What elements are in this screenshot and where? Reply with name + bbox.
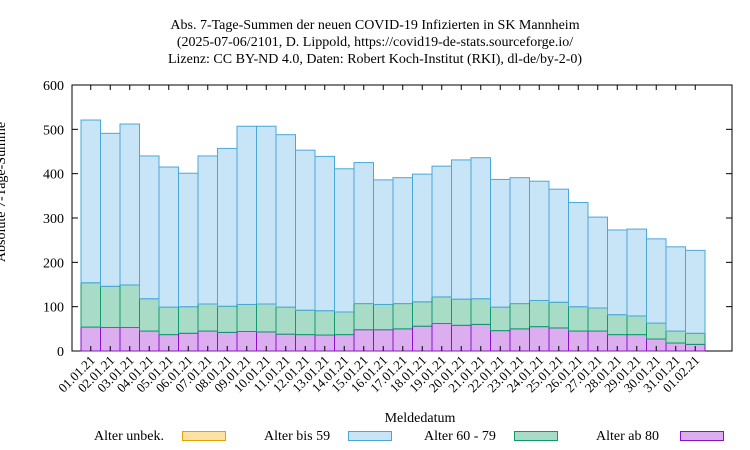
bar-60-79 — [607, 314, 628, 336]
bar-60-79 — [353, 303, 374, 331]
bar-bis59 — [529, 180, 550, 301]
bar-bis59 — [295, 149, 316, 311]
bar-bis59 — [373, 179, 394, 305]
bar-60-79 — [139, 298, 160, 332]
chart-subtitle-source: (2025-07-06/2101, D. Lippold, https://co… — [176, 35, 574, 50]
y-tick-label: 200 — [43, 256, 64, 271]
bar-bis59 — [470, 157, 491, 300]
bar-60-79 — [548, 301, 569, 329]
bar-60-79 — [470, 298, 491, 325]
bar-bis59 — [646, 238, 667, 324]
bar-60-79 — [665, 330, 686, 344]
bar-60-79 — [236, 303, 257, 332]
bar-60-79 — [509, 303, 530, 330]
bar-bis59 — [334, 168, 355, 313]
bar-60-79 — [451, 298, 472, 326]
bar-60-79 — [119, 284, 140, 329]
y-tick-label: 100 — [43, 301, 64, 316]
bar-60-79 — [334, 311, 355, 336]
bar-bis59 — [431, 165, 452, 298]
chart-subtitle-license: Lizenz: CC BY-ND 4.0, Daten: Robert Koch… — [167, 52, 583, 67]
legend-label-bis59: Alter bis 59 — [264, 429, 331, 444]
bar-bis59 — [100, 132, 121, 287]
bar-60-79 — [314, 310, 335, 336]
bar-bis59 — [236, 125, 257, 305]
y-tick-label: 500 — [43, 123, 64, 138]
y-tick-label: 600 — [43, 79, 64, 94]
bar-bis59 — [139, 155, 160, 300]
legend-label-unbek: Alter unbek. — [94, 429, 164, 444]
bar-60-79 — [295, 309, 316, 336]
y-tick-label: 0 — [57, 345, 64, 360]
bar-bis59 — [217, 147, 238, 307]
bar-bis59 — [685, 249, 706, 334]
bar-60-79 — [490, 306, 511, 332]
bar-bis59 — [314, 155, 335, 312]
bar-60-79 — [275, 306, 296, 335]
bar-bis59 — [197, 155, 218, 305]
bar-60-79 — [373, 303, 394, 331]
bar-60-79 — [158, 306, 179, 336]
bar-60-79 — [412, 301, 433, 327]
legend-swatch-ab80 — [680, 431, 724, 441]
bar-60-79 — [178, 306, 199, 334]
legend-swatch-bis59 — [348, 431, 392, 441]
bar-bis59 — [412, 173, 433, 303]
bar-bis59 — [275, 134, 296, 308]
bar-bis59 — [80, 119, 101, 284]
bar-60-79 — [431, 296, 452, 325]
bar-bis59 — [451, 159, 472, 300]
bar-bis59 — [392, 177, 413, 305]
x-axis-label: Meldedatum — [384, 411, 456, 426]
bar-bis59 — [178, 172, 199, 308]
bar-60-79 — [100, 285, 121, 329]
legend-label-ab80: Alter ab 80 — [596, 429, 659, 444]
bar-60-79 — [256, 303, 277, 333]
bar-bis59 — [158, 166, 179, 308]
bar-bis59 — [490, 178, 511, 308]
bar-bis59 — [626, 228, 647, 317]
bar-60-79 — [197, 303, 218, 332]
bar-60-79 — [217, 305, 238, 333]
legend-swatch-60-79 — [514, 431, 558, 441]
y-tick-label: 400 — [43, 168, 64, 183]
bar-bis59 — [665, 246, 686, 332]
bar-60-79 — [568, 306, 589, 332]
legend-swatch-unbek — [182, 431, 226, 441]
bar-bis59 — [256, 125, 277, 305]
bar-bis59 — [509, 177, 530, 305]
bar-bis59 — [353, 162, 374, 305]
chart-title: Abs. 7-Tage-Summen der neuen COVID-19 In… — [170, 18, 580, 33]
bar-bis59 — [548, 188, 569, 303]
y-axis-label: Absolute 7-Tage-Summe — [0, 121, 9, 263]
bar-bis59 — [119, 123, 140, 286]
bar-60-79 — [646, 322, 667, 340]
bar-60-79 — [392, 303, 413, 330]
bar-60-79 — [587, 307, 608, 332]
bar-bis59 — [587, 216, 608, 309]
y-tick-label: 300 — [43, 212, 64, 227]
bar-60-79 — [626, 315, 647, 336]
legend-label-60-79: Alter 60 - 79 — [424, 429, 496, 444]
bar-bis59 — [568, 201, 589, 308]
bar-60-79 — [529, 299, 550, 328]
bar-60-79 — [685, 332, 706, 345]
bar-bis59 — [607, 229, 628, 316]
bar-60-79 — [80, 282, 101, 328]
